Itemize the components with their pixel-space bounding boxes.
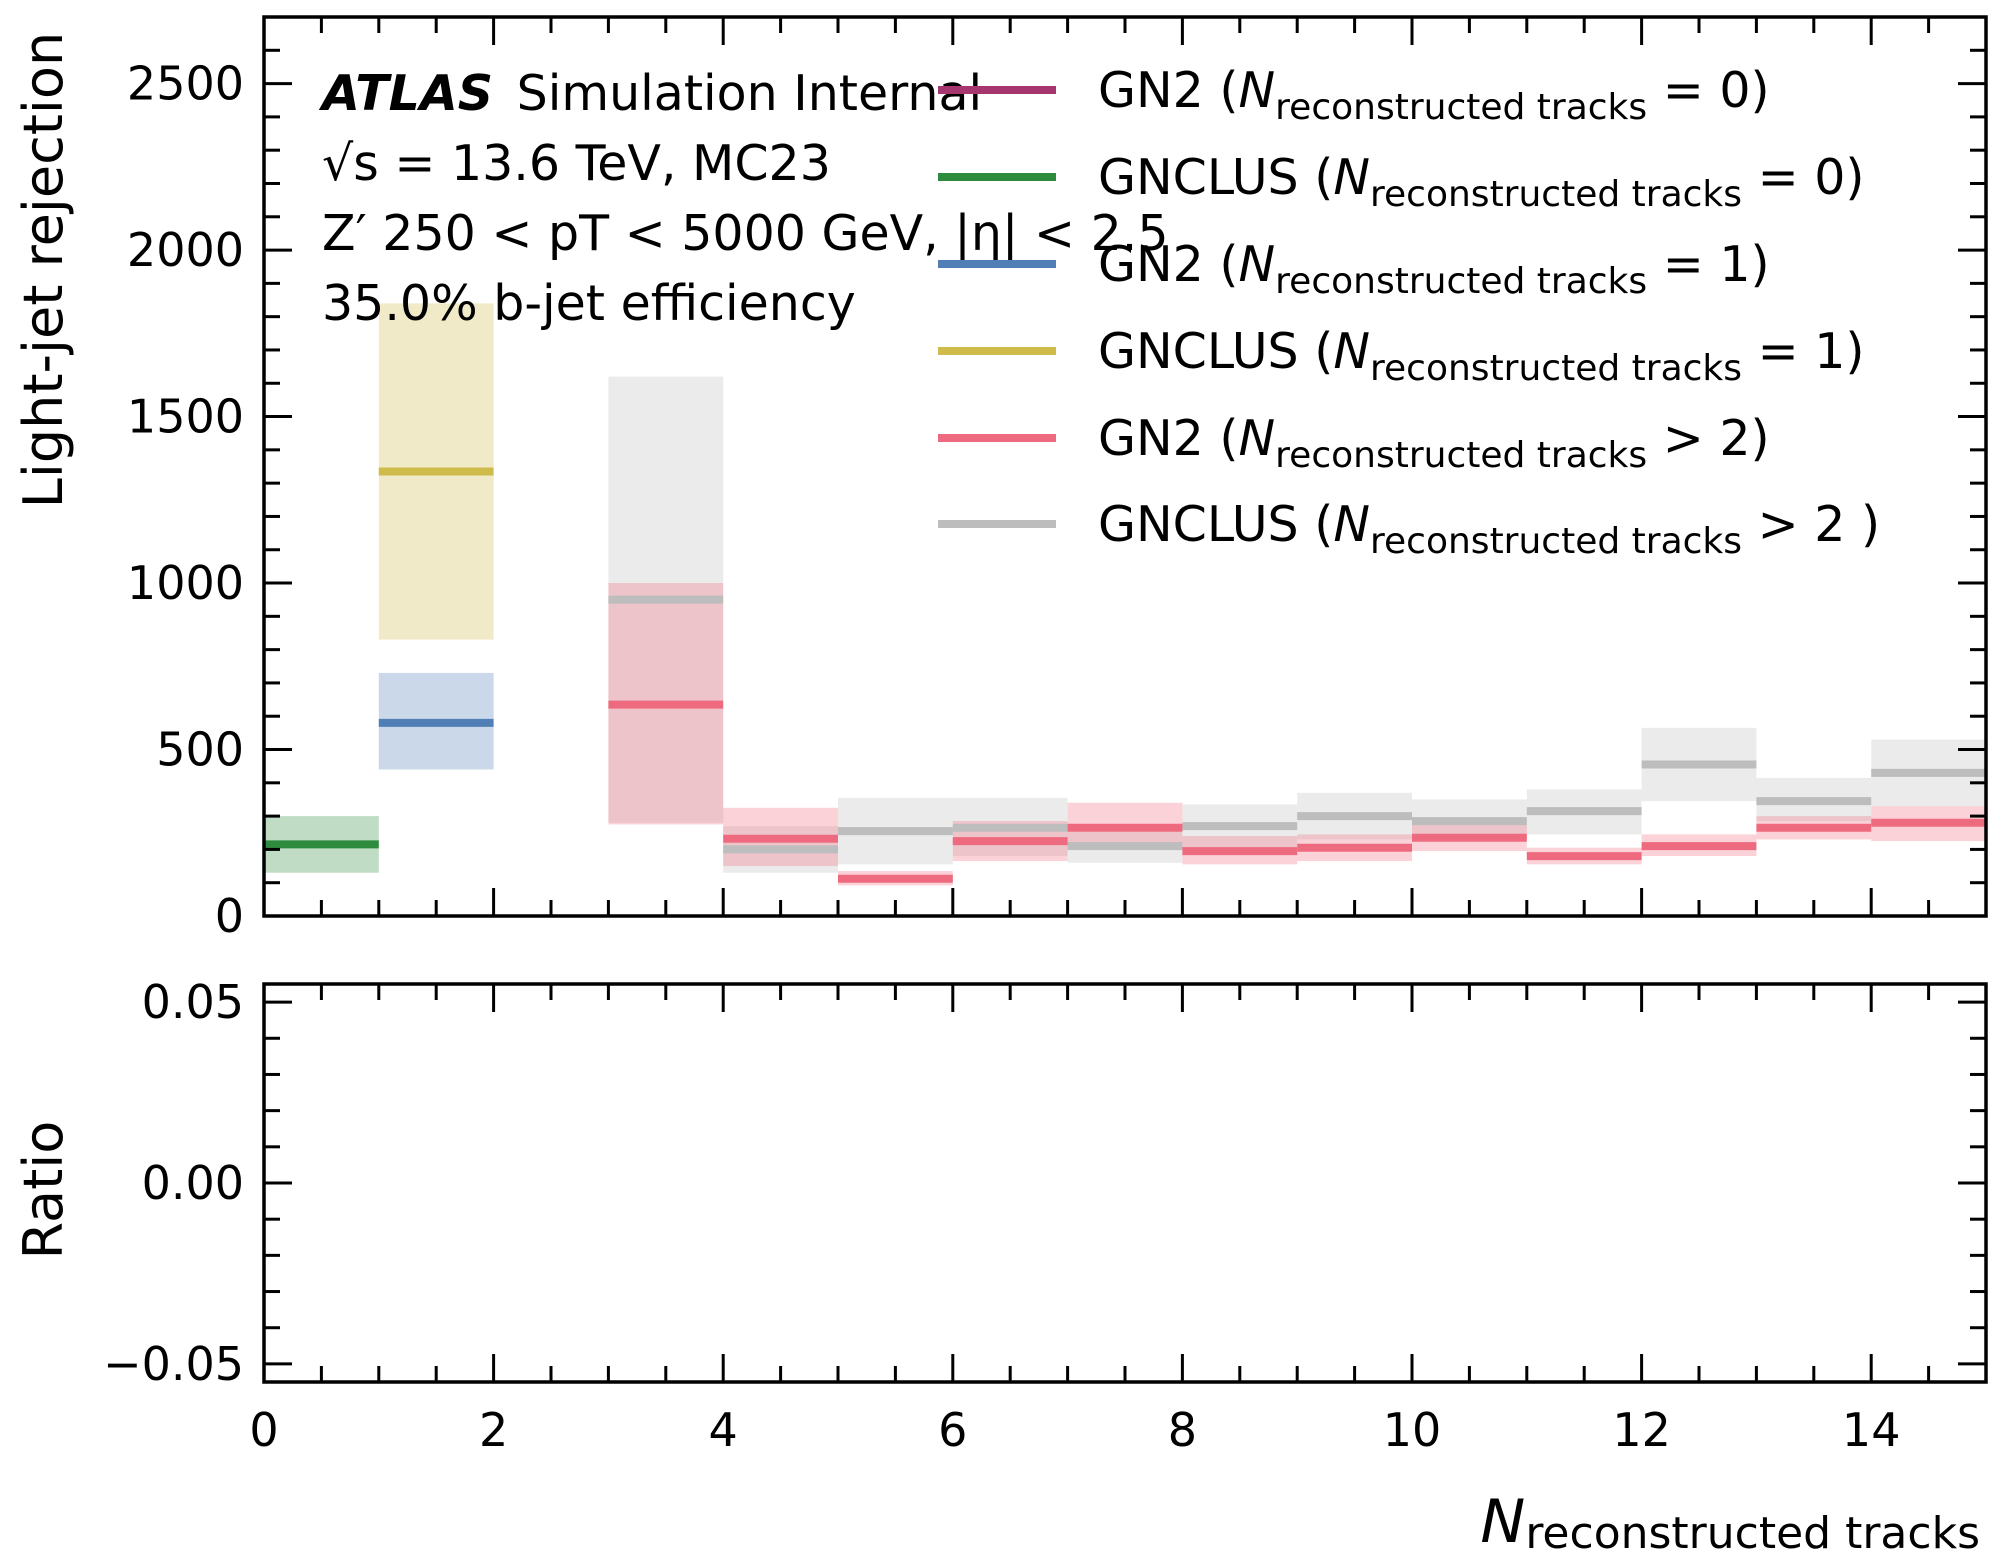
working-point-label: 35.0% b-jet efficiency [322,275,856,332]
main-panel-frame [262,15,1988,918]
main-uncertainty-bands [264,303,1986,886]
y-tick-label: 0.05 [142,975,244,1029]
x-tick-label: 4 [709,1403,738,1457]
legend-entry: GN2 (Nreconstructed tracks > 2) [1098,410,1770,476]
main-central-values [264,467,1986,883]
y-tick-label: −0.05 [103,1337,244,1391]
ratio-y-axis-label: Ratio [12,1121,75,1260]
y-tick-label: 0.00 [142,1156,244,1210]
ratio-y-tick-labels: −0.05 0.00 0.05 [103,975,244,1391]
legend-entry: GNCLUS (Nreconstructed tracks = 1) [1098,323,1865,389]
main-y-axis-label: Light-jet rejection [12,32,75,508]
ratio-axis-ticks [262,984,1988,1382]
x-tick-labels: 0 2 4 6 8 10 12 14 [249,1403,1900,1457]
y-tick-label: 500 [156,723,244,777]
x-tick-label: 0 [249,1403,278,1457]
legend-entry: GN2 (Nreconstructed tracks = 0) [1098,62,1770,128]
y-tick-label: 1000 [127,556,244,610]
legend: GN2 (Nreconstructed tracks = 0) GNCLUS (N… [938,62,1880,562]
x-axis-label: Nreconstructed tracks [1480,1487,1980,1559]
y-tick-label: 2000 [127,223,244,277]
legend-entry: GNCLUS (Nreconstructed tracks = 0) [1098,149,1865,215]
x-tick-label: 8 [1168,1403,1197,1457]
y-tick-label: 1500 [127,390,244,444]
x-tick-label: 12 [1612,1403,1671,1457]
legend-entry: GN2 (Nreconstructed tracks = 1) [1098,236,1770,302]
kinematics-label: Z′ 250 < pT < 5000 GeV, |η| < 2.5 [322,205,1169,262]
energy-label: √s = 13.6 TeV, MC23 [322,135,831,192]
atlas-label: ATLAS Simulation Internal [318,65,982,122]
main-y-tick-labels: 0 500 1000 1500 2000 2500 [127,57,244,943]
y-tick-label: 0 [215,889,244,943]
x-tick-label: 14 [1842,1403,1901,1457]
ratio-panel-frame [262,982,1988,1384]
x-tick-label: 10 [1383,1403,1442,1457]
x-tick-label: 2 [479,1403,508,1457]
legend-entry: GNCLUS (Nreconstructed tracks > 2 ) [1098,496,1880,562]
y-tick-label: 2500 [127,57,244,111]
x-tick-label: 6 [938,1403,967,1457]
